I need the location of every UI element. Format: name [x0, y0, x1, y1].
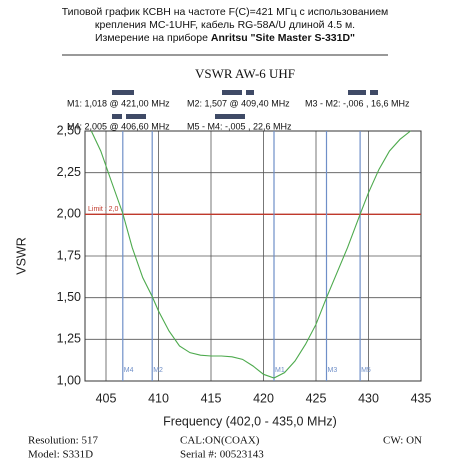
- x-tick-label: 415: [201, 391, 222, 405]
- readout: M1: 1,018 @ 421,00 MHz: [67, 98, 170, 108]
- header-line: Измерение на приборе Anritsu "Site Maste…: [95, 32, 355, 44]
- header-line: крепления MC-1UHF, кабель RG-58A/U длино…: [95, 19, 355, 31]
- footer-text: CAL:ON(COAX): [180, 435, 260, 447]
- marker-label: M3: [328, 367, 338, 374]
- footer-text: Model: S331D: [28, 449, 93, 461]
- footer-text: Resolution: 517: [28, 435, 98, 447]
- limit-label: Limit : 2,0: [88, 206, 118, 213]
- footer-text: Serial #: 00523143: [180, 449, 264, 461]
- footer-text: CW: ON: [383, 435, 422, 447]
- x-tick-label: 405: [96, 391, 117, 405]
- y-tick-label: 2,25: [57, 165, 81, 179]
- readout: M2: 1,507 @ 409,40 MHz: [187, 98, 290, 108]
- x-tick-label: 430: [358, 391, 379, 405]
- y-tick-label: 2,50: [57, 123, 81, 137]
- marker-label: M4: [124, 367, 134, 374]
- y-tick-label: 1,75: [57, 248, 81, 262]
- marker-label: M2: [153, 367, 163, 374]
- y-tick-label: 1,25: [57, 332, 81, 346]
- data-line: [90, 130, 411, 379]
- x-tick-label: 420: [253, 391, 274, 405]
- x-tick-label: 435: [411, 391, 432, 405]
- y-tick-label: 1,50: [57, 290, 81, 304]
- header-line: Типовой график КСВН на частоте F(C)=421 …: [62, 6, 389, 18]
- header-bold: Anritsu "Site Master S-331D": [211, 32, 355, 44]
- marker-bars: [112, 90, 378, 119]
- readout: M5 - M4: -,005 , 22,6 MHz: [187, 121, 292, 131]
- x-tick-label: 410: [148, 391, 169, 405]
- plot-frame: [84, 130, 422, 382]
- readout: M3 - M2: -,006 , 16,6 MHz: [305, 98, 410, 108]
- y-tick-label: 1,00: [57, 373, 81, 387]
- chart-title: VSWR AW-6 UHF: [195, 66, 295, 81]
- header-text: Измерение на приборе: [95, 32, 211, 44]
- x-tick-label: 425: [306, 391, 327, 405]
- x-axis-label: Frequency (402,0 - 435,0 MHz): [163, 414, 337, 428]
- readout: M4: 2,005 @ 406,60 MHz: [67, 121, 170, 131]
- y-tick-label: 2,00: [57, 207, 81, 221]
- marker-label: M5: [361, 367, 371, 374]
- marker-label: M1: [275, 367, 285, 374]
- y-axis-label: VSWR: [14, 237, 28, 275]
